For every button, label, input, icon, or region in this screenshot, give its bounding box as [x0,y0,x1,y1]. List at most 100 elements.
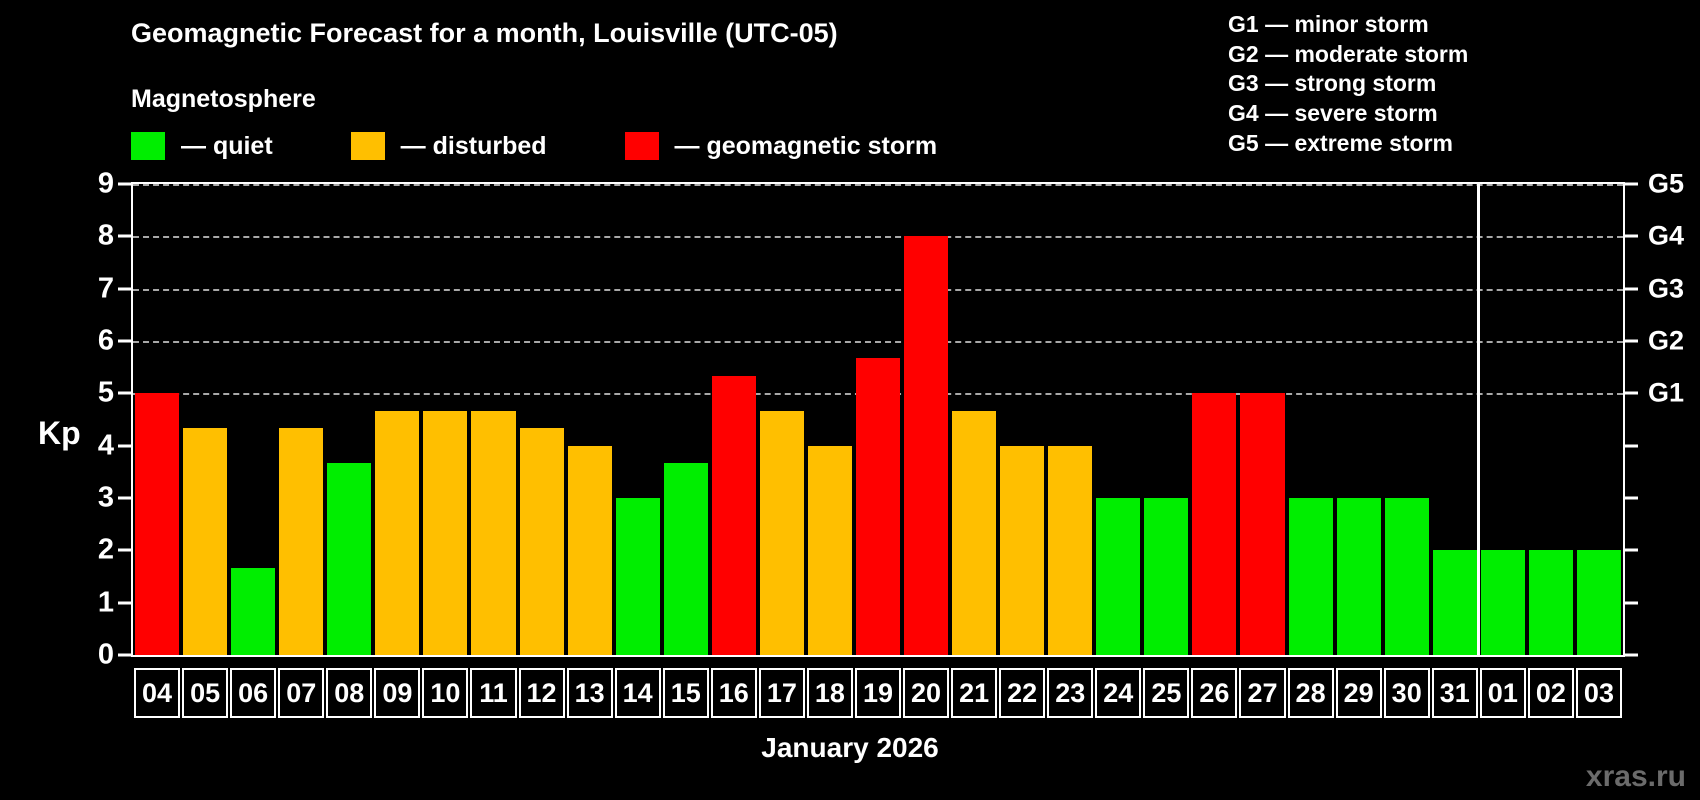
bar-day-24 [1096,498,1141,655]
y-tick-mark-right-6 [1625,339,1638,343]
bar-day-11 [471,410,516,655]
bar-fill-day-16 [711,376,756,655]
legend-swatch-disturbed [350,132,385,160]
day-label-05[interactable]: 05 [182,668,229,718]
day-label-23[interactable]: 23 [1047,668,1094,718]
y-tick-mark-right-2 [1625,548,1638,552]
legend-swatch-quiet [131,132,165,160]
bar-fill-day-01 [1480,550,1525,655]
bar-day-12 [519,428,564,655]
g-scale-line-3: G3 — strong storm [1228,70,1437,97]
day-label-02[interactable]: 02 [1527,668,1574,718]
day-label-19[interactable]: 19 [854,668,902,718]
day-label-20[interactable]: 20 [903,668,950,718]
bar-fill-day-27 [1240,393,1285,655]
y-tick-mark-right-3 [1625,496,1638,500]
day-label-28[interactable]: 28 [1287,668,1334,718]
bar-day-30 [1384,498,1429,655]
bar-fill-day-13 [567,445,612,655]
day-label-01[interactable]: 01 [1479,668,1526,718]
y-tick-mark-6 [118,339,131,343]
bar-day-29 [1336,498,1381,655]
day-label-17[interactable]: 17 [758,668,805,718]
bar-day-01 [1480,550,1525,655]
day-label-11[interactable]: 11 [470,668,517,718]
y-tick-mark-right-7 [1625,287,1638,291]
legend-item-geomagnetic-storm: — geomagnetic storm [624,132,937,161]
day-label-22[interactable]: 22 [999,668,1046,718]
legend-swatch-geomagnetic-storm [624,132,659,160]
day-label-15[interactable]: 15 [662,668,709,718]
bar-fill-day-29 [1336,498,1381,655]
day-label-26[interactable]: 26 [1191,668,1238,718]
bar-day-18 [807,445,852,655]
day-label-13[interactable]: 13 [566,668,613,718]
month-divider-line [1477,184,1481,655]
bar-day-19 [855,358,901,655]
day-label-07[interactable]: 07 [278,668,325,718]
day-label-24[interactable]: 24 [1095,668,1142,718]
bar-day-20 [904,236,949,655]
g-scale-line-1: G1 — minor storm [1228,11,1429,37]
day-label-06[interactable]: 06 [230,668,277,718]
day-label-30[interactable]: 30 [1383,668,1430,718]
day-label-03[interactable]: 03 [1575,668,1622,718]
bar-fill-day-06 [231,567,276,655]
bar-day-03 [1576,550,1621,655]
y-tick-mark-right-9 [1625,182,1638,186]
bar-fill-day-15 [663,462,708,655]
day-label-16[interactable]: 16 [710,668,757,718]
day-label-21[interactable]: 21 [951,668,998,718]
bar-fill-day-26 [1192,393,1237,655]
y-tick-mark-0 [118,653,131,657]
day-label-09[interactable]: 09 [374,668,421,718]
y-tick-mark-3 [118,496,131,500]
gridline-kp-9 [133,184,1623,186]
y-tick-label-0: 0 [97,638,114,671]
day-label-04[interactable]: 04 [134,668,181,718]
y-tick-mark-2 [118,548,131,552]
y-tick-mark-7 [118,287,131,291]
g-scale-legend: G1 — minor storm G2 — moderate storm G3 — … [1228,10,1468,158]
bar-fill-day-23 [1048,445,1093,655]
bar-fill-day-30 [1384,498,1429,655]
gridline-kp-7 [133,288,1623,291]
bar-day-02 [1528,550,1573,655]
day-label-29[interactable]: 29 [1335,668,1382,718]
bar-day-17 [759,410,804,655]
day-label-08[interactable]: 08 [326,668,373,718]
y-tick-mark-right-5 [1625,391,1638,395]
bar-fill-day-17 [759,410,804,655]
day-label-31[interactable]: 31 [1431,668,1478,718]
y-tick-mark-right-8 [1625,234,1638,238]
day-label-12[interactable]: 12 [518,668,565,718]
bar-fill-day-31 [1432,550,1477,655]
y-tick-mark-right-1 [1625,601,1638,605]
bar-day-16 [711,376,756,655]
y-tick-mark-1 [118,601,131,605]
legend-label-quiet: — quiet [181,131,273,160]
g-scale-line-5: G5 — extreme storm [1228,129,1453,156]
day-label-27[interactable]: 27 [1239,668,1286,718]
bar-fill-day-14 [615,498,660,655]
bar-fill-day-08 [327,462,372,655]
bar-day-13 [567,445,612,655]
bar-fill-day-02 [1528,550,1573,655]
bar-day-31 [1432,550,1477,655]
bar-fill-day-07 [279,428,324,655]
day-label-18[interactable]: 18 [806,668,853,718]
watermark: xras.ru [1585,760,1686,793]
day-label-25[interactable]: 25 [1143,668,1190,718]
bar-fill-day-04 [135,393,180,655]
legend-label-disturbed: — disturbed [400,131,547,160]
bar-fill-day-24 [1096,498,1141,655]
bar-fill-day-09 [375,410,420,655]
bar-fill-day-20 [904,236,949,655]
bar-day-27 [1240,393,1285,655]
bar-fill-day-28 [1288,498,1333,655]
bar-fill-day-18 [807,445,852,655]
bar-day-05 [183,428,228,655]
g-scale-line-4: G4 — severe storm [1228,99,1438,126]
day-label-10[interactable]: 10 [422,668,469,718]
day-label-14[interactable]: 14 [614,668,661,718]
